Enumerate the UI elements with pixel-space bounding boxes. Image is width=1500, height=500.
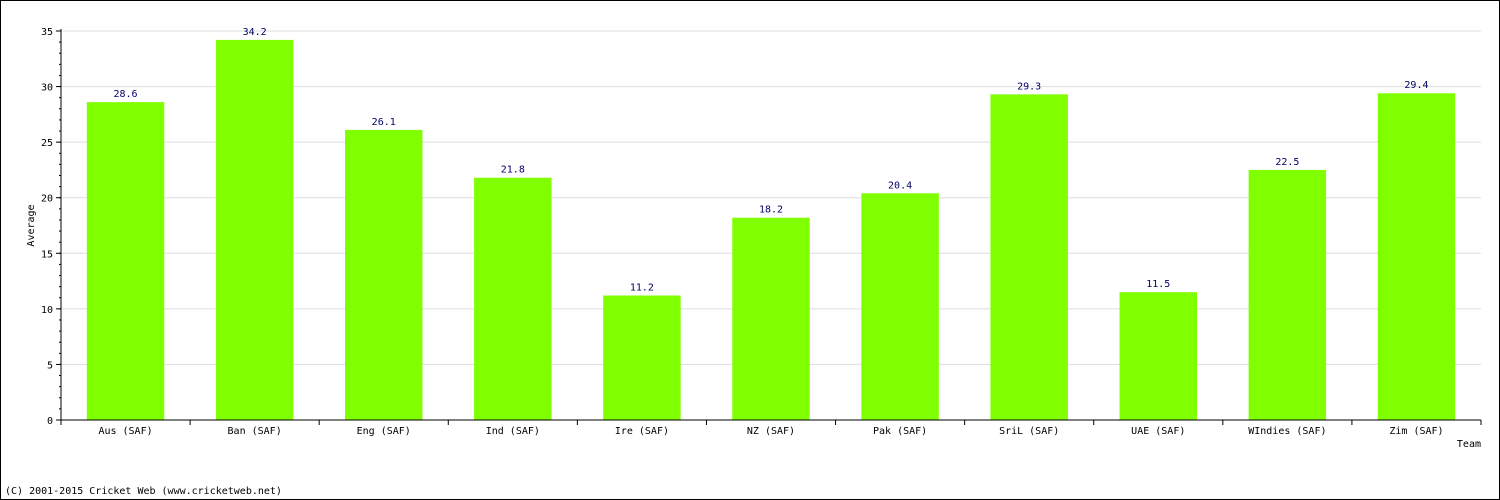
x-tick-label: Pak (SAF)	[873, 426, 927, 437]
bar	[1377, 93, 1456, 421]
data-label: 29.3	[1017, 81, 1041, 92]
x-tick-label: SriL (SAF)	[999, 426, 1059, 437]
data-label: 34.2	[243, 27, 267, 38]
axes	[56, 29, 1482, 425]
y-tick-label: 10	[41, 305, 53, 316]
data-label: 18.2	[759, 205, 783, 216]
bar	[990, 94, 1068, 420]
y-tick-label: 20	[41, 194, 53, 205]
bar	[86, 102, 165, 420]
data-label: 11.5	[1146, 279, 1170, 290]
bar	[1248, 169, 1327, 420]
x-tick-label: Aus (SAF)	[98, 426, 152, 437]
bar	[603, 295, 681, 420]
bar	[345, 129, 423, 420]
bar	[732, 217, 810, 420]
data-label: 29.4	[1404, 80, 1428, 91]
labels: 28.6 34.2 26.1 21.8 11.2 18.2 20.4 29.3 11.5 22.5…	[41, 27, 1444, 437]
x-tick-label: WIndies (SAF)	[1248, 426, 1326, 437]
y-tick-label: 25	[41, 138, 53, 149]
bar	[1119, 292, 1197, 420]
bar	[474, 177, 552, 420]
x-tick-label: Ire (SAF)	[615, 426, 669, 437]
data-label: 20.4	[888, 180, 912, 191]
data-label: 21.8	[501, 165, 525, 176]
bars	[86, 39, 1456, 421]
y-tick-label: 5	[47, 360, 53, 371]
copyright-text: (C) 2001-2015 Cricket Web (www.cricketwe…	[5, 486, 282, 497]
y-tick-label: 30	[41, 83, 53, 94]
x-tick-label: Ban (SAF)	[228, 426, 282, 437]
data-label: 11.2	[630, 283, 654, 294]
x-tick-label: Eng (SAF)	[357, 426, 411, 437]
data-label: 22.5	[1275, 157, 1299, 168]
x-tick-label: Ind (SAF)	[486, 426, 540, 437]
y-tick-label: 0	[47, 416, 53, 427]
y-tick-label: 15	[41, 249, 53, 260]
x-axis-title: Team	[1457, 439, 1481, 450]
x-tick-label: NZ (SAF)	[747, 426, 795, 437]
x-tick-label: UAE (SAF)	[1131, 426, 1185, 437]
data-label: 28.6	[113, 89, 137, 100]
data-label: 26.1	[372, 117, 396, 128]
bar	[861, 193, 939, 420]
bar	[215, 39, 294, 421]
y-tick-label: 35	[41, 27, 53, 38]
y-axis-title: Average	[26, 204, 37, 246]
x-tick-label: Zim (SAF)	[1389, 426, 1443, 437]
